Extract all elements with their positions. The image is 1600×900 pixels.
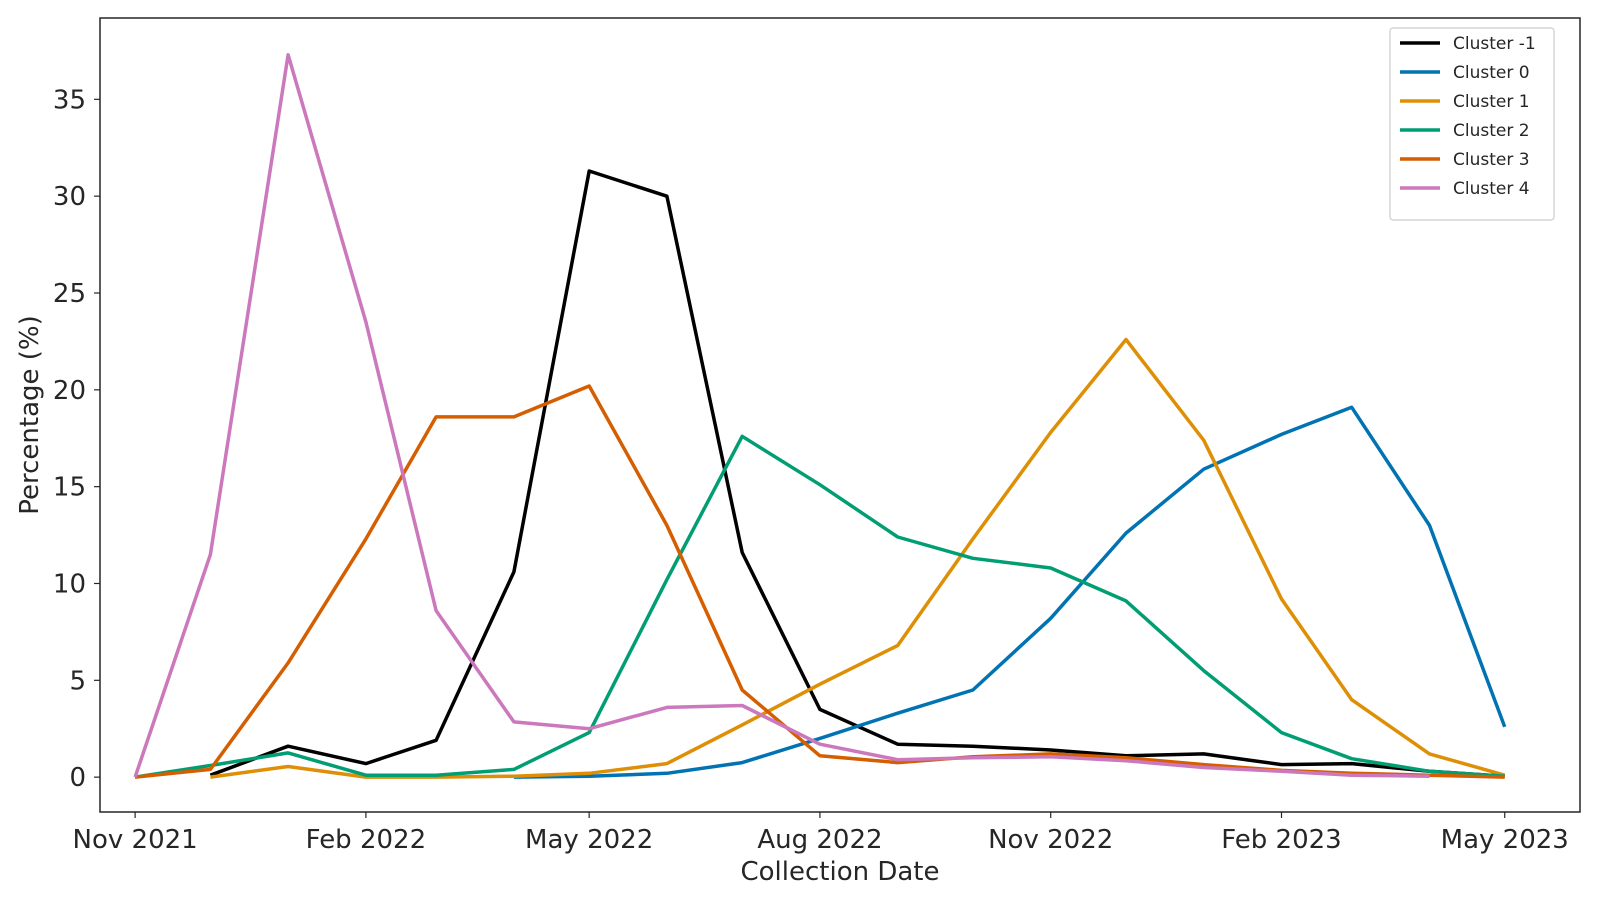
y-axis: 0 5 10 15 20 25 30 35 bbox=[53, 85, 100, 793]
series-line-2 bbox=[210, 337, 1506, 779]
legend-box bbox=[1389, 27, 1555, 221]
y-tick-label: 35 bbox=[53, 85, 86, 115]
x-tick-label: Nov 2022 bbox=[988, 825, 1113, 855]
series-line-5 bbox=[133, 53, 1430, 778]
legend-label: Cluster 4 bbox=[1453, 179, 1530, 199]
x-tick-label: May 2023 bbox=[1441, 825, 1569, 855]
legend-label: Cluster 0 bbox=[1453, 63, 1530, 83]
y-tick-label: 25 bbox=[53, 279, 86, 309]
legend-label: Cluster 3 bbox=[1453, 150, 1530, 170]
x-axis: Nov 2021 Feb 2022 May 2022 Aug 2022 Nov 2022… bbox=[73, 812, 1569, 855]
y-tick-label: 10 bbox=[53, 569, 86, 599]
series-line-4 bbox=[134, 384, 1505, 779]
legend-label: Cluster 1 bbox=[1453, 92, 1530, 112]
x-tick-label: May 2022 bbox=[525, 825, 653, 855]
x-tick-label: Nov 2021 bbox=[73, 825, 198, 855]
y-tick-label: 20 bbox=[53, 376, 86, 406]
x-tick-label: Aug 2022 bbox=[757, 825, 882, 855]
series-line-1 bbox=[513, 405, 1507, 779]
x-axis-title: Collection Date bbox=[740, 857, 939, 887]
series-line-3 bbox=[134, 434, 1505, 779]
plot-lines bbox=[133, 53, 1507, 779]
y-tick-label: 5 bbox=[69, 666, 86, 696]
legend-label: Cluster 2 bbox=[1453, 121, 1530, 141]
legend: Cluster -1 Cluster 0 Cluster 1 Cluster 2 Clu… bbox=[1389, 27, 1555, 221]
y-tick-label: 30 bbox=[53, 182, 86, 212]
plot-frame bbox=[99, 17, 1581, 813]
y-tick-label: 15 bbox=[53, 473, 86, 503]
y-tick-label: 0 bbox=[69, 763, 86, 793]
legend-label: Cluster -1 bbox=[1453, 34, 1536, 54]
x-tick-label: Feb 2022 bbox=[306, 825, 426, 855]
y-axis-title: Percentage (%) bbox=[15, 315, 45, 515]
x-tick-label: Feb 2023 bbox=[1221, 825, 1341, 855]
